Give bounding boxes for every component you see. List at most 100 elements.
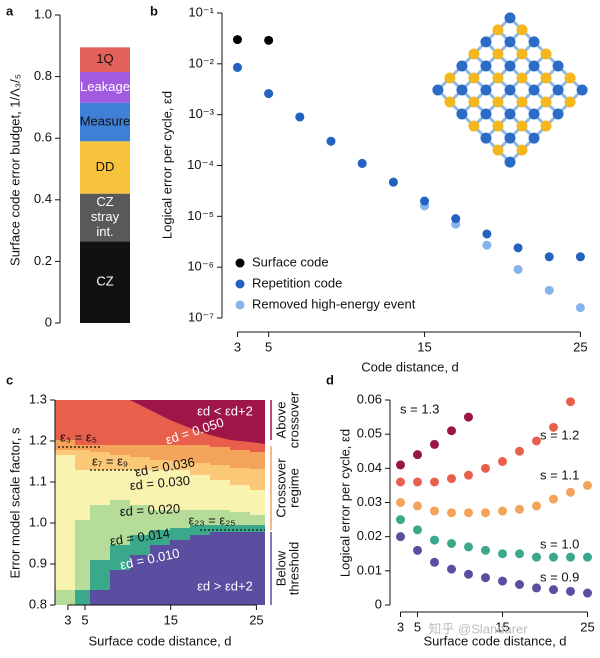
y-tick-label: 0.2 (34, 253, 52, 268)
qubit (492, 24, 504, 36)
y-axis-title: Logical error per cycle, εd (337, 429, 352, 577)
annotation: εd < εd+2 (197, 403, 253, 418)
series-label: s = 1.1 (540, 467, 579, 482)
qubit (576, 84, 588, 96)
annotation: ε₇ = ε₉ (92, 453, 128, 468)
bar-segment (80, 47, 130, 72)
data-point (532, 436, 541, 446)
qubit (432, 84, 444, 96)
data-point (413, 450, 422, 460)
annotation: εd > εd+2 (197, 578, 253, 593)
series-label: s = 1.2 (540, 427, 579, 442)
panel-letter: c (6, 372, 13, 387)
y-tick-label: 0.9 (29, 555, 47, 570)
data-point (575, 303, 585, 313)
y-tick-label: 10⁻⁷ (188, 309, 214, 324)
data-point (532, 552, 541, 562)
qubit (528, 60, 540, 72)
qubit (480, 84, 492, 96)
data-point (413, 525, 422, 535)
data-point (498, 506, 507, 516)
bar-segment (80, 141, 130, 194)
segment-label: int. (96, 224, 113, 239)
qubit (456, 84, 468, 96)
y-tick-label: 0.02 (357, 528, 382, 543)
data-point (430, 557, 439, 567)
y-axis-title: Logical error per cycle, εd (159, 91, 174, 239)
y-tick-label: 0.8 (34, 68, 52, 83)
y-tick-label: 1.3 (29, 391, 47, 406)
qubit (540, 120, 552, 132)
y-tick-label: 0 (45, 314, 52, 329)
annotation: ε₂₃ = ε₂₅ (188, 512, 235, 527)
data-point (413, 477, 422, 487)
data-point (532, 501, 541, 511)
data-point (396, 498, 405, 507)
y-tick-label: 10⁻⁵ (187, 208, 214, 223)
data-point (566, 487, 575, 497)
legend-marker (235, 300, 245, 310)
segment-label: Leakage (80, 79, 130, 94)
data-point (464, 542, 473, 552)
data-point (396, 477, 405, 487)
data-point (430, 477, 439, 487)
data-point (515, 549, 524, 559)
segment-label: DD (96, 159, 115, 174)
data-point (451, 214, 461, 224)
y-tick-label: 10⁻² (188, 55, 214, 70)
data-point (481, 573, 490, 583)
y-tick-label: 0.03 (357, 494, 382, 509)
y-tick-label: 0.6 (34, 130, 52, 145)
qubit (504, 60, 516, 72)
qubit (552, 60, 564, 72)
x-axis-title: Surface code distance, d (423, 633, 566, 648)
x-tick-label: 25 (573, 339, 587, 354)
qubit (516, 96, 528, 108)
qubit (468, 96, 480, 108)
data-point (583, 552, 592, 562)
y-tick-label: 10⁻⁴ (187, 157, 214, 172)
x-tick-label: 5 (414, 619, 421, 634)
x-axis-title: Code distance, d (361, 359, 459, 374)
qubit (516, 72, 528, 84)
y-tick-label: 0.4 (34, 191, 52, 206)
data-point (430, 506, 439, 516)
qubit (468, 72, 480, 84)
qubit (528, 108, 540, 120)
regime-label: threshold (286, 542, 301, 595)
y-tick-label: 0.01 (357, 562, 382, 577)
data-point (232, 62, 242, 72)
qubit (540, 48, 552, 60)
y-tick-label: 1.2 (29, 432, 47, 447)
qubit (528, 132, 540, 144)
data-point (447, 426, 456, 436)
data-point (583, 588, 592, 598)
series-label: s = 1.0 (540, 536, 579, 551)
qubit (504, 156, 516, 168)
legend-label: Repetition code (252, 275, 342, 290)
qubit (564, 96, 576, 108)
data-point (549, 494, 558, 504)
bar-segment (80, 193, 130, 242)
data-point (498, 576, 507, 586)
qubit (504, 36, 516, 48)
x-tick-label: 25 (580, 619, 594, 634)
legend-label: Removed high-energy event (252, 296, 416, 311)
legend-marker (235, 279, 245, 289)
qubit (516, 120, 528, 132)
data-point (447, 508, 456, 518)
annotation: εd = 0.030 (129, 473, 190, 493)
qubit (480, 108, 492, 120)
qubit (504, 108, 516, 120)
regime-label: crossover (286, 391, 301, 448)
qubit (552, 84, 564, 96)
data-point (481, 508, 490, 518)
x-axis-title: Surface code distance, d (88, 633, 231, 648)
segment-label: 1Q (96, 51, 113, 66)
data-point (430, 535, 439, 545)
y-tick-label: 10⁻³ (188, 106, 214, 121)
y-tick-label: 10⁻⁶ (187, 259, 214, 274)
qubit (504, 12, 516, 24)
data-point (549, 422, 558, 432)
